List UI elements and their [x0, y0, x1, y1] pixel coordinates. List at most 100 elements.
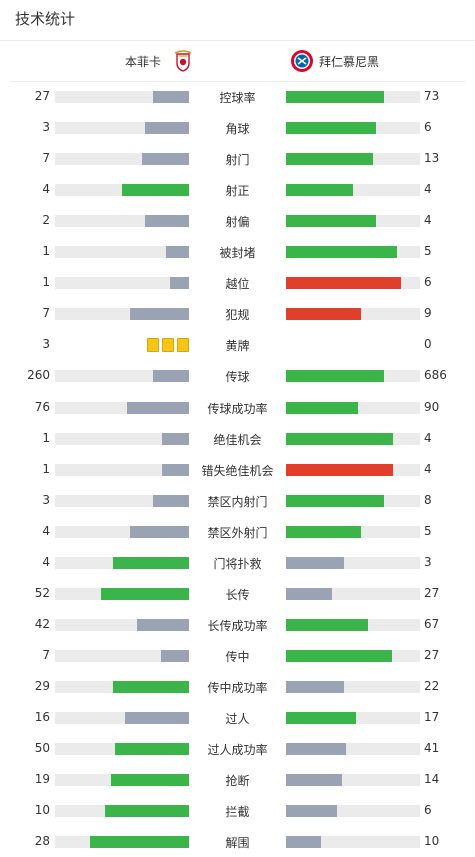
home-bar-track [55, 680, 189, 693]
away-bar-track [286, 184, 420, 197]
away-value: 27 [424, 585, 440, 600]
stat-row: 52 长传 27 [0, 578, 475, 609]
away-bar-track [286, 525, 420, 538]
away-bar-track [286, 215, 420, 228]
away-value: 686 [424, 368, 447, 383]
away-bar-fill [286, 91, 384, 103]
away-bar-track [286, 246, 420, 259]
home-value: 10 [34, 803, 50, 818]
home-team-name: 本菲卡 [125, 54, 162, 69]
home-bar-track [55, 432, 189, 445]
home-bar-fill [153, 494, 189, 507]
away-value: 8 [424, 492, 432, 507]
home-bar-fill [122, 184, 189, 197]
page-title: 技术统计 [15, 10, 76, 28]
away-bar-fill [286, 122, 376, 135]
home-bar-track [55, 556, 189, 569]
stat-label: 射门 [225, 153, 250, 168]
home-bar-fill [145, 122, 189, 135]
away-bar-fill [286, 246, 397, 259]
home-bar-fill [142, 153, 189, 166]
stat-row: 7 射门 13 [0, 143, 475, 174]
home-bar-fill [137, 618, 189, 631]
stat-row: 7 传中 27 [0, 640, 475, 671]
home-bar-fill [161, 649, 189, 662]
home-value: 2 [42, 213, 50, 228]
away-bar-fill [286, 277, 401, 290]
stat-row: 3 黄牌 0 [0, 329, 475, 360]
away-value: 10 [424, 834, 440, 849]
home-value: 1 [42, 461, 50, 476]
away-bar-track [286, 308, 420, 321]
away-team-name: 拜仁慕尼黑 [319, 54, 380, 69]
stat-row: 4 禁区外射门 5 [0, 516, 475, 547]
stat-label: 射正 [225, 184, 250, 199]
home-bar-fill [153, 370, 189, 383]
stat-row: 3 禁区内射门 8 [0, 485, 475, 516]
away-value: 0 [424, 337, 432, 352]
away-bar-fill [286, 308, 361, 321]
stat-label: 长传 [225, 587, 250, 602]
away-bar-track [286, 370, 420, 383]
away-bar-fill [286, 618, 368, 631]
stat-label: 抢断 [225, 774, 250, 789]
away-bar-fill [286, 680, 344, 693]
yellow-card-icon [147, 338, 159, 353]
away-value: 6 [424, 803, 432, 818]
away-bar-track [286, 805, 420, 818]
stat-label: 被封堵 [219, 246, 256, 261]
stat-row: 3 角球 6 [0, 112, 475, 143]
stat-label: 传球 [225, 370, 250, 385]
away-bar-track [286, 277, 420, 290]
benfica-crest-icon [171, 49, 195, 73]
home-value: 4 [42, 554, 50, 569]
home-bar-fill [145, 215, 189, 228]
home-bar-track [55, 712, 189, 724]
stat-row: 10 拦截 6 [0, 795, 475, 826]
away-bar-track [286, 743, 420, 756]
away-bar-fill [286, 556, 344, 569]
away-bar-fill [286, 587, 332, 600]
away-value: 22 [424, 678, 440, 693]
home-bar-track [55, 308, 189, 321]
away-value: 67 [424, 616, 440, 631]
stat-label: 射偏 [225, 215, 250, 230]
stat-label: 黄牌 [225, 339, 250, 354]
home-bar-track [55, 246, 189, 259]
away-bar-track [286, 774, 420, 787]
stat-label: 解围 [225, 836, 250, 851]
stat-label: 长传成功率 [207, 618, 268, 633]
away-bar-track [286, 618, 420, 631]
away-bar-fill [286, 836, 321, 849]
stat-label: 错失绝佳机会 [201, 463, 274, 478]
home-value: 1 [42, 275, 50, 290]
home-bar-track [55, 743, 189, 756]
away-team: 拜仁慕尼黑 [290, 48, 379, 74]
away-value: 6 [424, 275, 432, 290]
away-value: 4 [424, 182, 432, 197]
stat-label: 门将扑救 [213, 556, 262, 571]
home-value: 76 [34, 399, 50, 414]
home-bar-fill [105, 805, 189, 818]
home-value: 7 [42, 306, 50, 321]
away-bar-fill [286, 215, 376, 228]
home-bar-fill [113, 680, 189, 693]
yellow-card-icon [177, 338, 189, 353]
home-bar-track [55, 153, 189, 166]
home-value: 50 [34, 741, 50, 756]
team-divider [10, 81, 465, 82]
home-value: 3 [42, 337, 50, 352]
away-bar-fill [286, 774, 342, 787]
stat-row: 7 犯规 9 [0, 298, 475, 329]
home-bar-track [55, 463, 189, 476]
away-value: 27 [424, 647, 440, 662]
home-bar-track [55, 122, 189, 135]
stat-row: 1 被封堵 5 [0, 236, 475, 267]
home-bar-track [55, 525, 189, 538]
home-bar-track [55, 370, 189, 383]
away-value: 4 [424, 430, 432, 445]
away-value: 73 [424, 89, 440, 103]
away-bar-fill [286, 743, 346, 756]
away-bar-fill [286, 401, 358, 414]
stat-label: 传球成功率 [207, 401, 268, 416]
